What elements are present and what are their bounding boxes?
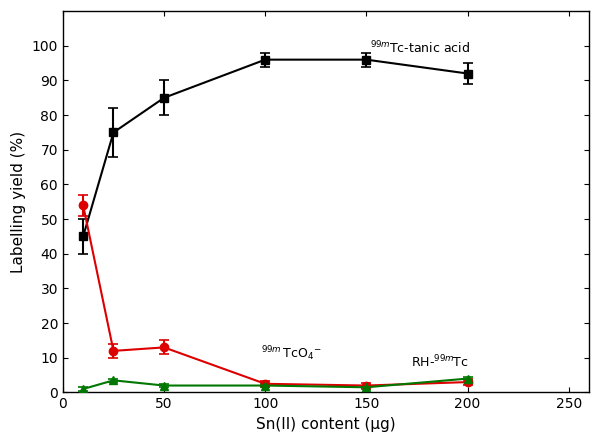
Text: RH-$^{99m}$Tc: RH-$^{99m}$Tc (411, 354, 469, 370)
Y-axis label: Labelling yield (%): Labelling yield (%) (11, 131, 26, 273)
X-axis label: Sn(II) content (μg): Sn(II) content (μg) (256, 417, 396, 432)
Text: $^{99m}$ TcO$_4$$^{-}$: $^{99m}$ TcO$_4$$^{-}$ (261, 344, 322, 363)
Text: $^{99m}$Tc-tanic acid: $^{99m}$Tc-tanic acid (370, 39, 470, 56)
